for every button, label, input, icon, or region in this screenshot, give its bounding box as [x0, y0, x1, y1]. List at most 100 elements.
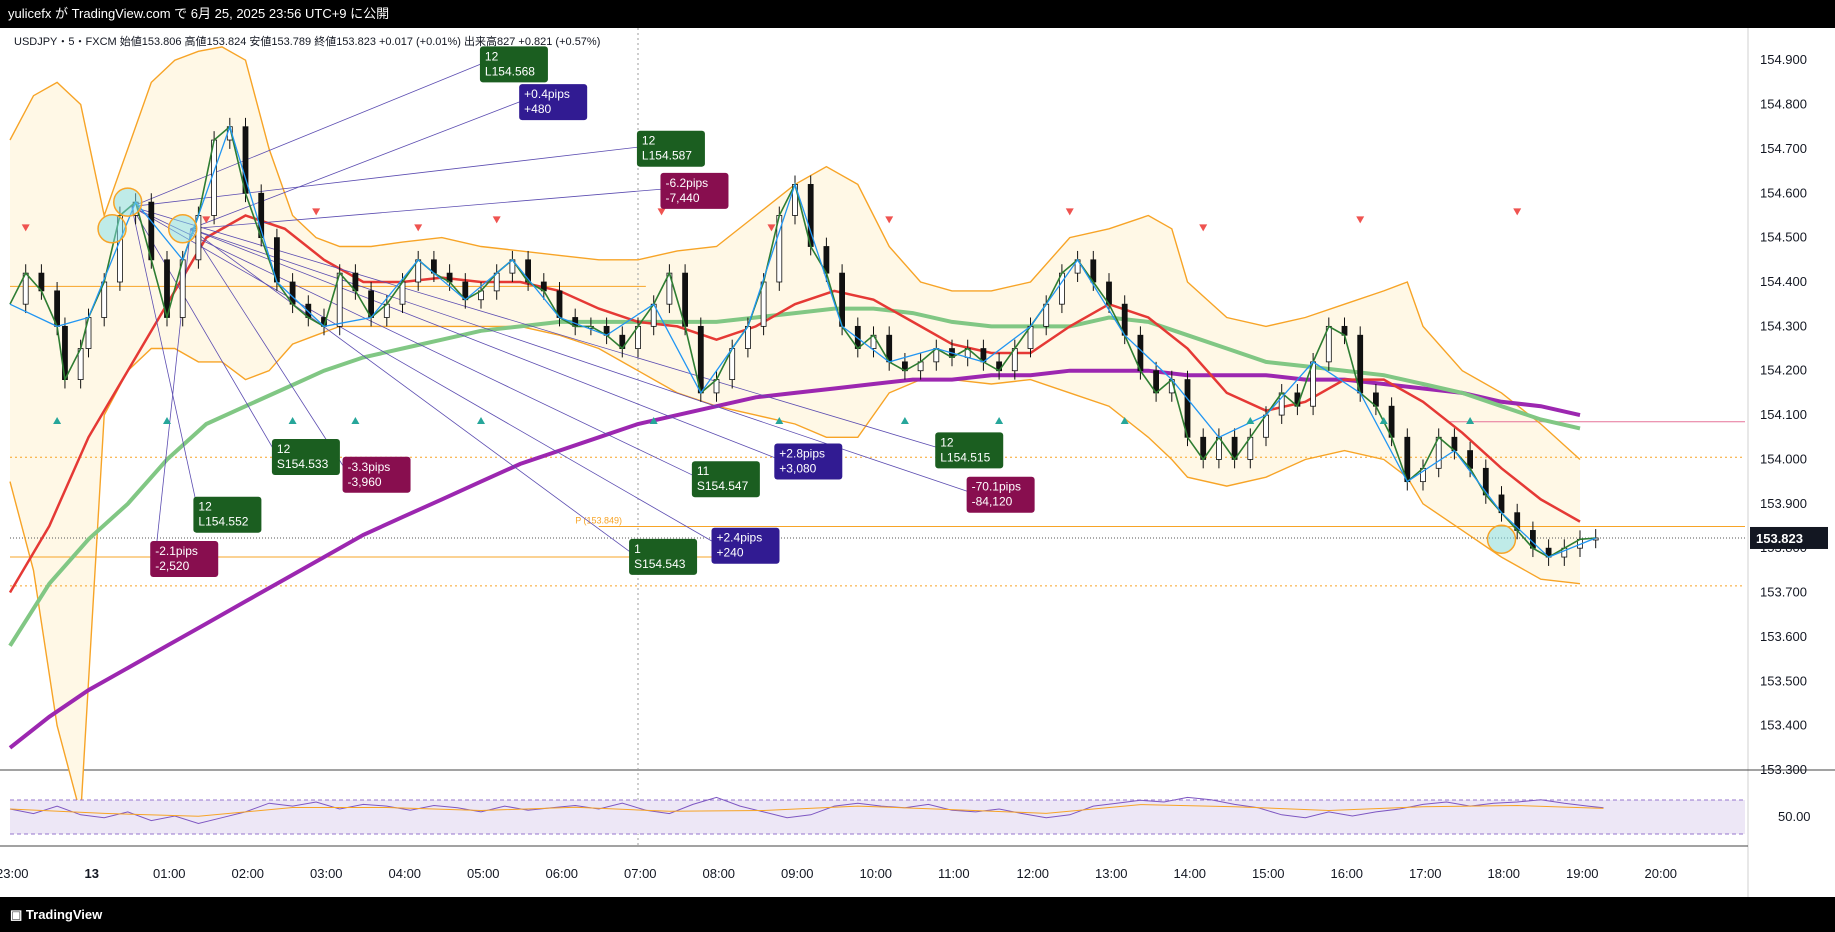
- up-marker: [649, 416, 658, 424]
- trade-label-box: [271, 439, 340, 476]
- rsi-signal-line: [9, 804, 1604, 817]
- trade-label-line2: L154.568: [485, 64, 535, 78]
- trade-label-line2: S154.543: [634, 557, 686, 571]
- trade-label-line1: +2.8pips: [779, 446, 825, 460]
- y-tick-label: 154.300: [1760, 318, 1807, 333]
- trade-label-line1: 1: [634, 542, 641, 556]
- y-tick-label: 153.300: [1760, 762, 1807, 777]
- down-marker: [1065, 208, 1074, 216]
- x-tick-label: 03:00: [310, 866, 343, 881]
- trade-connector-4: [131, 206, 278, 456]
- trade-label-box: [342, 456, 411, 493]
- trade-label-box: [935, 432, 1004, 469]
- x-tick-label: 17:00: [1409, 866, 1442, 881]
- price-chart[interactable]: P (153.849)12L154.568+0.4pips+48012L154.…: [0, 28, 1835, 897]
- y-tick-label: 154.100: [1760, 407, 1807, 422]
- trade-label-line1: 12: [198, 500, 212, 514]
- up-marker: [1379, 416, 1388, 424]
- x-tick-label: 16:00: [1331, 866, 1364, 881]
- y-tick-label: 154.000: [1760, 451, 1807, 466]
- entry-highlight-0: [97, 214, 127, 244]
- trade-label-box: [774, 443, 843, 480]
- y-tick-label: 154.400: [1760, 274, 1807, 289]
- down-marker: [21, 224, 30, 232]
- trade-label-box: [966, 476, 1035, 513]
- up-marker: [1120, 416, 1129, 424]
- trade-label-line1: -70.1pips: [972, 480, 1021, 494]
- trade-label-line2: -84,120: [972, 495, 1013, 509]
- down-marker: [767, 224, 776, 232]
- y-tick-label: 154.800: [1760, 97, 1807, 112]
- x-tick-label: 20:00: [1645, 866, 1678, 881]
- trade-label-line1: 12: [940, 435, 954, 449]
- x-tick-label: 10:00: [860, 866, 893, 881]
- x-tick-label: 14:00: [1174, 866, 1207, 881]
- trade-label-line2: +480: [524, 102, 551, 116]
- trade-label-line1: +0.4pips: [524, 87, 570, 101]
- rsi-line: [9, 796, 1604, 825]
- up-marker: [351, 416, 360, 424]
- trade-connector-3: [190, 188, 666, 230]
- entry-highlight-3: [1486, 524, 1517, 555]
- up-marker: [477, 416, 485, 424]
- tradingview-logo[interactable]: ▣ TradingView: [10, 897, 102, 932]
- x-tick-label: 08:00: [703, 866, 736, 881]
- trade-label-line2: L154.587: [642, 149, 692, 163]
- up-marker: [288, 416, 297, 424]
- y-tick-label: 153.400: [1760, 718, 1807, 733]
- last-price-badge: [1750, 526, 1828, 549]
- trade-label-box: [193, 496, 262, 533]
- y-tick-label: 154.900: [1760, 52, 1807, 67]
- down-marker: [492, 216, 501, 224]
- down-marker: [1513, 208, 1522, 216]
- y-tick-label: 154.700: [1760, 141, 1807, 156]
- publish-bar: yulicefx が TradingView.com で 6月 25, 2025…: [0, 0, 1835, 28]
- x-tick-label: 05:00: [467, 866, 500, 881]
- down-marker: [312, 208, 321, 216]
- publish-text: yulicefx が TradingView.com で 6月 25, 2025…: [8, 6, 390, 21]
- trade-connector-8: [131, 206, 698, 478]
- rsi-band: [10, 800, 1745, 834]
- y-tick-label: 154.600: [1760, 185, 1807, 200]
- x-tick-label: 11:00: [938, 866, 970, 881]
- trade-label-line2: -7,440: [665, 191, 699, 205]
- down-marker: [657, 208, 666, 216]
- x-tick-label: 06:00: [546, 866, 579, 881]
- trade-connector-12: [131, 206, 717, 545]
- down-marker: [202, 216, 211, 224]
- y-tick-label: 153.700: [1760, 585, 1807, 600]
- x-tick-label: 18:00: [1488, 866, 1521, 881]
- trade-label-line1: +2.4pips: [717, 531, 763, 545]
- trade-label-box: [519, 84, 588, 121]
- trade-label-line2: L154.515: [940, 450, 990, 464]
- last-price-label: 153.823: [1756, 531, 1803, 546]
- up-marker: [1466, 416, 1475, 424]
- trade-label-line1: 12: [277, 442, 291, 456]
- trade-label-line1: -2.1pips: [155, 544, 198, 558]
- trade-label-line2: -3,960: [348, 475, 382, 489]
- down-marker: [1356, 216, 1365, 224]
- brand-text: TradingView: [25, 907, 103, 922]
- trade-label-line2: -2,520: [155, 559, 189, 573]
- up-marker: [53, 416, 62, 424]
- trade-label-line2: S154.533: [277, 457, 329, 471]
- bollinger-upper: [9, 46, 1581, 461]
- trade-label-box: [629, 538, 698, 575]
- trade-label-box: [479, 46, 548, 83]
- x-tick-label: 01:00: [153, 866, 186, 881]
- trade-label-line1: -3.3pips: [348, 460, 391, 474]
- trade-connector-5: [190, 228, 348, 473]
- trade-label-line2: +3,080: [779, 461, 816, 475]
- x-tick-label: 13: [85, 866, 99, 881]
- up-marker: [775, 416, 784, 424]
- trade-connector-1: [190, 99, 525, 230]
- trade-connector-0: [131, 62, 486, 207]
- up-marker: [995, 416, 1004, 424]
- y-tick-label: 154.200: [1760, 363, 1807, 378]
- x-tick-label: 02:00: [232, 866, 265, 881]
- down-marker: [414, 224, 423, 232]
- x-tick-label: 07:00: [624, 866, 657, 881]
- trade-connector-9: [190, 228, 780, 460]
- trade-connector-6: [131, 206, 199, 513]
- trade-label-line2: +240: [717, 546, 744, 560]
